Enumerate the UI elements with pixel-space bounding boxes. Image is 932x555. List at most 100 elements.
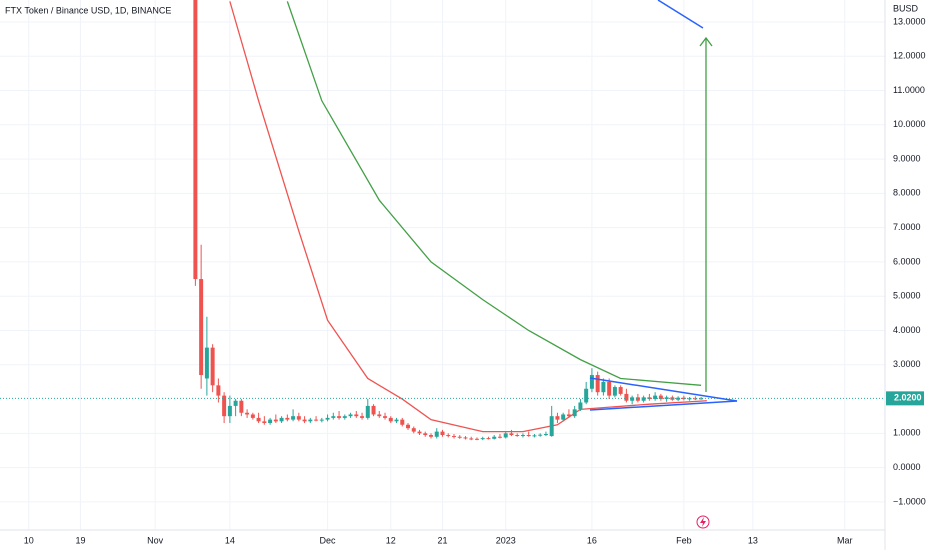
candle-body (693, 398, 698, 400)
y-tick-label: 9.0000 (893, 153, 921, 163)
candle-body (595, 375, 600, 393)
candle-body (497, 436, 502, 438)
y-tick-label: 1.0000 (893, 428, 921, 438)
candle-body (543, 434, 548, 436)
candle-body (429, 435, 434, 437)
candle-body (250, 414, 255, 418)
candle-body (566, 414, 571, 417)
candle-body (463, 437, 468, 439)
y-tick-label: 11.0000 (893, 85, 925, 95)
candle-body (526, 435, 531, 437)
candle-body (434, 431, 439, 437)
candle-body (222, 395, 227, 417)
candle-body (480, 438, 485, 440)
y-tick-label: 3.0000 (893, 359, 921, 369)
y-tick-label: −1.0000 (893, 496, 926, 506)
candle-body (440, 431, 445, 436)
candle-body (612, 387, 617, 396)
candle-body (635, 397, 640, 401)
candle-body (538, 434, 543, 436)
x-tick-label: 19 (75, 535, 85, 545)
candle-body (285, 417, 290, 420)
candle-body (342, 416, 347, 418)
candle-body (584, 388, 589, 403)
candle-body (446, 435, 451, 437)
candle-body (681, 397, 686, 400)
candle-body (641, 397, 646, 401)
candle-body (653, 395, 658, 400)
y-tick-label: 8.0000 (893, 188, 921, 198)
candle-body (296, 416, 301, 420)
candle-body (210, 347, 215, 386)
candle-body (216, 385, 221, 396)
candle-body (658, 395, 663, 400)
plot-area (0, 0, 885, 441)
candle-body (388, 417, 393, 422)
x-tick-label: 14 (225, 535, 235, 545)
candle-body (532, 435, 537, 437)
candle-body (348, 414, 353, 417)
candle-body (227, 405, 232, 417)
candle-body (549, 416, 554, 437)
candle-body (520, 435, 525, 437)
candle-body (492, 436, 497, 439)
candle-body (383, 416, 388, 418)
candle-body (601, 381, 606, 393)
candle-body (279, 417, 284, 422)
candle-body (561, 414, 566, 420)
candle-body (400, 419, 405, 425)
candle-body (354, 414, 359, 417)
candle-body (699, 398, 704, 400)
drawings (589, 0, 738, 529)
candle-body (199, 279, 204, 376)
x-tick-label: 13 (748, 535, 758, 545)
candle-body (503, 433, 508, 438)
x-tick-label: Feb (676, 535, 692, 545)
trendline-top (657, 0, 704, 29)
candle-body (331, 416, 336, 418)
candle-body (325, 417, 330, 420)
candle-body (589, 375, 594, 389)
candle-body (509, 433, 514, 436)
y-tick-label: 0.0000 (893, 462, 921, 472)
candle-body (268, 419, 273, 424)
x-tick-label: Mar (837, 535, 853, 545)
candle-body (360, 416, 365, 418)
candle-body (451, 436, 456, 438)
candle-body (630, 397, 635, 401)
axes: 13.0000 12.0000 11.0000 10.0000 9.0000 8.0000… (24, 16, 926, 545)
candle-body (624, 393, 629, 401)
candle-body (406, 424, 411, 429)
x-tick-label: Dec (320, 535, 337, 545)
candle-body (302, 419, 307, 422)
candle-body (618, 387, 623, 394)
last-price-box (886, 391, 924, 406)
candle-body (193, 0, 198, 280)
candle-body (417, 431, 422, 434)
x-tick-label: 2023 (496, 535, 516, 545)
candle-body (515, 435, 520, 437)
grid (0, 0, 885, 530)
candle-body (365, 405, 370, 418)
x-tick-label: 16 (587, 535, 597, 545)
candle-body (314, 419, 319, 421)
candle-body (687, 398, 692, 400)
currency-label: BUSD (893, 3, 919, 13)
candle-body (273, 419, 278, 422)
y-tick-label: 10.0000 (893, 119, 926, 129)
candle-body (233, 400, 238, 406)
candle-body (457, 436, 462, 438)
x-tick-label: 21 (437, 535, 447, 545)
arrow-head (699, 36, 713, 47)
candle-body (239, 400, 244, 413)
trendline-lower (589, 400, 738, 411)
y-tick-label: 7.0000 (893, 222, 921, 232)
candle-body (647, 397, 652, 400)
x-tick-label: Nov (147, 535, 164, 545)
candle-body (411, 428, 416, 432)
candle-body (486, 438, 491, 440)
moving-average (286, 1, 702, 386)
candle-body (371, 405, 376, 415)
